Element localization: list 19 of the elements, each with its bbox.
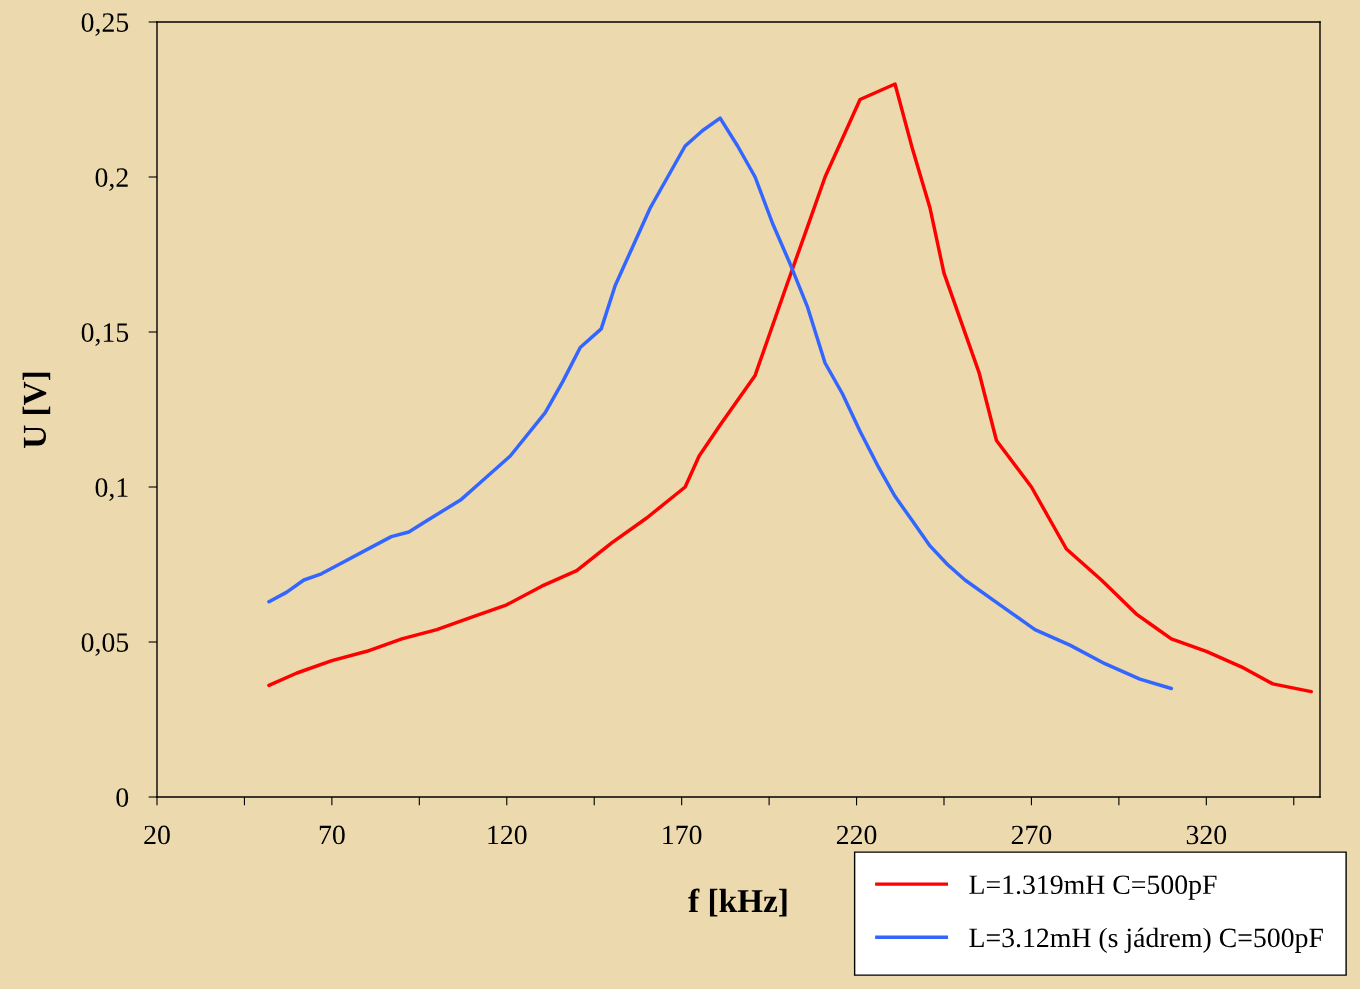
legend-label: L=1.319mH C=500pF	[969, 875, 1217, 900]
y-tick-label: 0,05	[81, 633, 129, 656]
y-axis-title: U [V]	[22, 372, 51, 449]
y-tick-label: 0,25	[81, 13, 129, 36]
y-tick-label: 0,1	[95, 478, 128, 501]
line-series	[267, 116, 1174, 691]
x-axis-title: f [kHz]	[688, 888, 787, 917]
x-tick-label: 170	[663, 825, 702, 845]
x-tick-label: 120	[488, 825, 527, 845]
x-tick-label: 320	[1186, 825, 1227, 845]
y-tick-label: 0,15	[81, 323, 129, 346]
x-tick-label: 70	[319, 825, 345, 845]
line-series	[267, 82, 1313, 694]
x-tick-label: 270	[1011, 825, 1052, 845]
x-tick-label: 20	[144, 825, 170, 845]
x-tick-label: 220	[836, 825, 877, 845]
legend-label: L=3.12mH (s jádrem) C=500pF	[969, 927, 1323, 953]
y-tick-label: 0	[116, 788, 129, 807]
y-tick-label: 0,2	[95, 168, 128, 191]
